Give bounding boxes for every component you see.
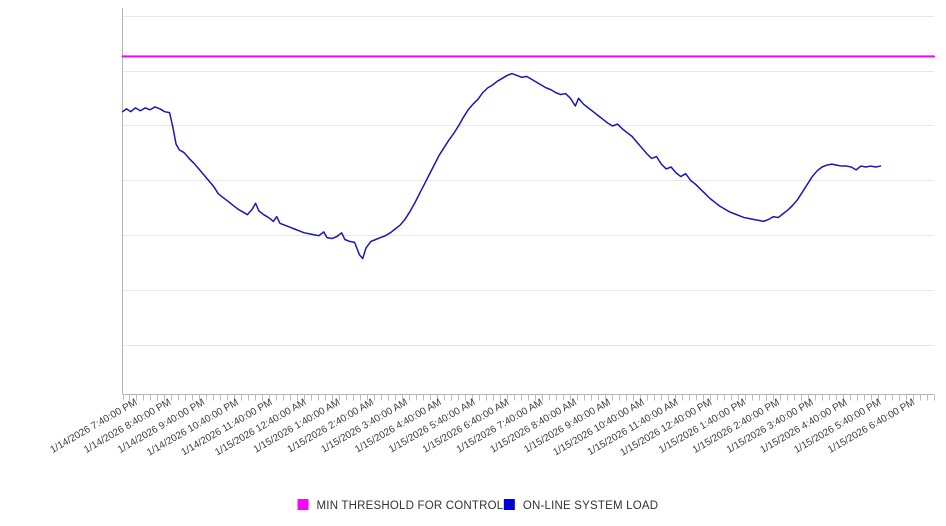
legend-label: ON-LINE SYSTEM LOAD xyxy=(523,500,658,512)
legend-swatch xyxy=(297,499,309,510)
series-layer xyxy=(121,55,935,260)
gridlines-group xyxy=(122,16,934,346)
chart-legend: MIN THRESHOLD FOR CONTROL ON-LINE SYSTEM … xyxy=(297,499,658,512)
series-line-on-line-system-load xyxy=(121,72,882,260)
axes-group xyxy=(122,8,934,395)
x-axis-tick-marks xyxy=(123,394,935,401)
legend-label: MIN THRESHOLD FOR CONTROL xyxy=(317,500,504,512)
x-axis-tick-labels: 1/14/2026 7:40:00 PM1/14/2026 8:40:00 PM… xyxy=(48,397,916,459)
legend-swatch xyxy=(503,499,515,510)
